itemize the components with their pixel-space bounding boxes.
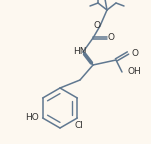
Text: O: O — [108, 34, 114, 42]
Text: HO: HO — [25, 113, 39, 123]
Text: O: O — [131, 49, 138, 57]
Text: HN: HN — [73, 48, 87, 56]
Text: Cl: Cl — [75, 122, 84, 130]
Text: OH: OH — [128, 68, 142, 76]
Text: O: O — [93, 21, 101, 31]
